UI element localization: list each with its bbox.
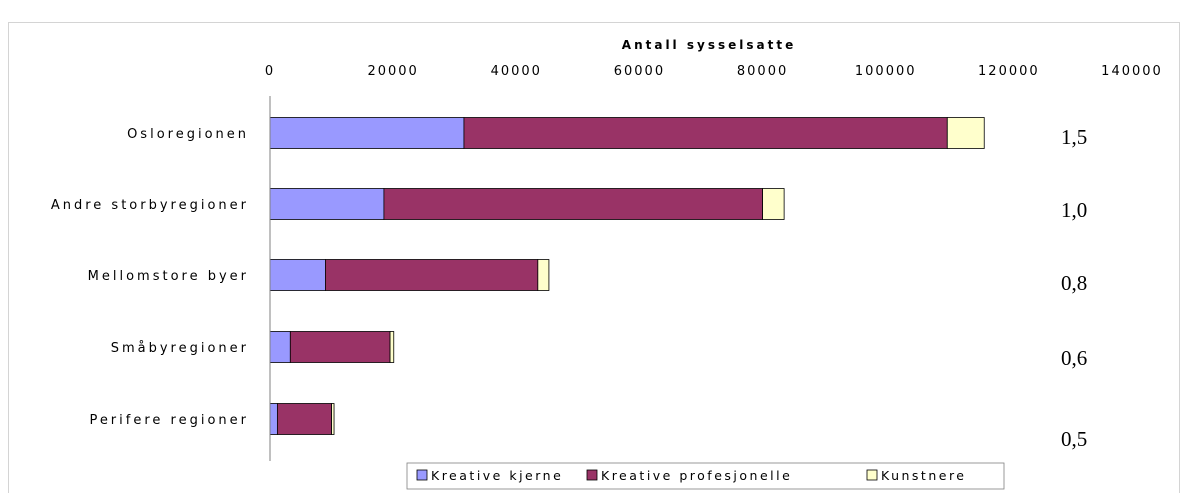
legend-swatch bbox=[866, 469, 878, 481]
x-tick-label: 80000 bbox=[737, 64, 788, 79]
bar-segment bbox=[269, 188, 385, 220]
category-label: Mellomstore byer bbox=[88, 269, 249, 284]
x-tick-label: 60000 bbox=[614, 64, 665, 79]
bar-segment bbox=[289, 331, 391, 363]
legend-entry: Kreative profesjonelle bbox=[601, 468, 792, 483]
legend-entry: Kunstnere bbox=[881, 468, 967, 483]
legend-box bbox=[406, 462, 1005, 490]
x-tick-label: 0 bbox=[265, 64, 275, 79]
category-label: Småbyregioner bbox=[111, 341, 249, 356]
x-tick-label: 140000 bbox=[1101, 64, 1163, 79]
bar-segment bbox=[269, 403, 278, 435]
x-tick-label: 100000 bbox=[855, 64, 917, 79]
legend: Kreative kjerne Kreative profesjonelle Kun… bbox=[406, 462, 1005, 490]
legend-swatch bbox=[586, 469, 598, 481]
x-tick-label: 40000 bbox=[491, 64, 542, 79]
bar-segment bbox=[762, 188, 785, 220]
bar-segment bbox=[389, 331, 395, 363]
ratio-annotation: 0,6 bbox=[1061, 346, 1087, 370]
bar-segment bbox=[269, 117, 465, 149]
x-tick-label: 20000 bbox=[367, 64, 418, 79]
bar-segment bbox=[269, 259, 326, 291]
chart-frame: Antall sysselsatte 0 20000 40000 60000 80000… bbox=[8, 22, 1180, 493]
ratio-annotation: 1,5 bbox=[1061, 125, 1087, 149]
x-tick-label: 120000 bbox=[978, 64, 1040, 79]
bar-segment bbox=[331, 403, 335, 435]
bar-segment bbox=[537, 259, 550, 291]
category-label: Osloregionen bbox=[127, 127, 249, 142]
ratio-annotation: 0,8 bbox=[1061, 271, 1087, 295]
ratio-annotation: 1,0 bbox=[1061, 198, 1087, 222]
category-label: Perifere regioner bbox=[89, 413, 249, 428]
x-axis-title: Antall sysselsatte bbox=[622, 38, 796, 52]
bar-segment bbox=[946, 117, 985, 149]
legend-swatch bbox=[416, 469, 428, 481]
stacked-bar-chart: Antall sysselsatte 0 20000 40000 60000 80000… bbox=[51, 38, 1163, 490]
ratio-annotation: 0,5 bbox=[1061, 427, 1087, 451]
bar-segment bbox=[325, 259, 539, 291]
bar-segment bbox=[269, 331, 291, 363]
legend-entry: Kreative kjerne bbox=[431, 468, 563, 483]
bar-segment bbox=[276, 403, 332, 435]
bar-segment bbox=[383, 188, 763, 220]
category-label: Andre storbyregioner bbox=[51, 198, 249, 213]
bar-segment bbox=[463, 117, 948, 149]
